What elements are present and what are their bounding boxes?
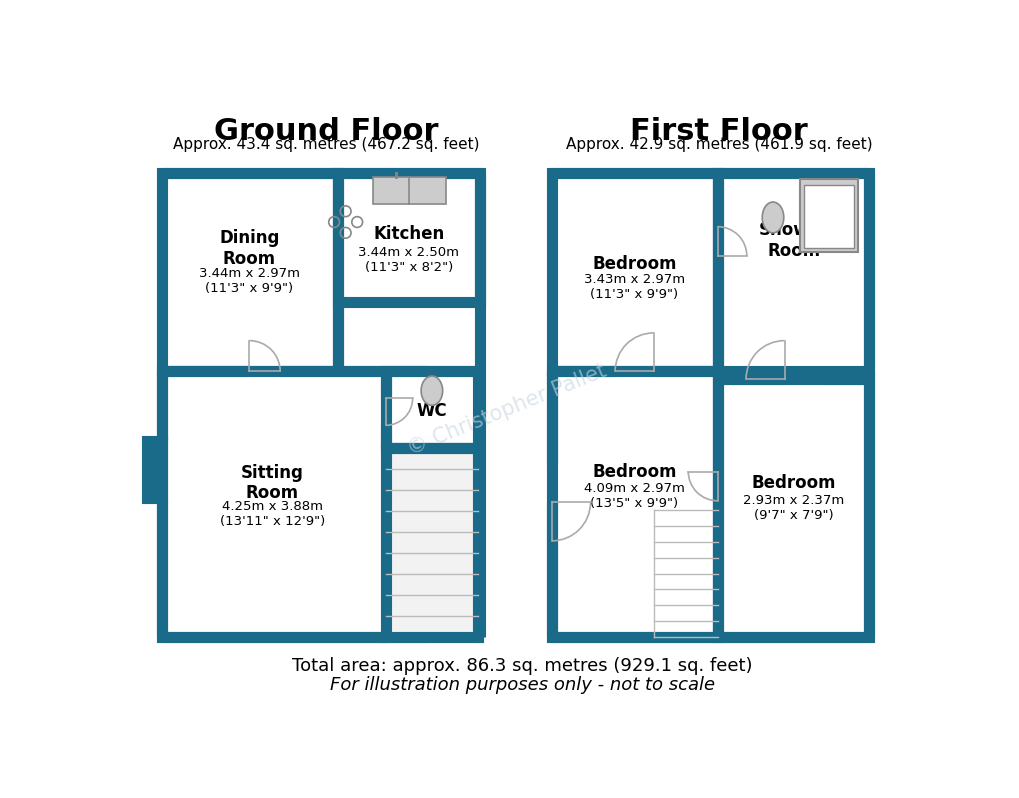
- Bar: [799, 179, 857, 252]
- Text: Dining
Room: Dining Room: [219, 229, 279, 267]
- Text: © Christopher Pallet: © Christopher Pallet: [405, 361, 609, 459]
- Bar: [551, 371, 716, 637]
- Text: Ground Floor: Ground Floor: [214, 117, 438, 146]
- Text: WC: WC: [416, 402, 446, 421]
- Ellipse shape: [761, 202, 783, 233]
- Bar: [385, 448, 478, 637]
- Bar: [162, 371, 422, 637]
- Ellipse shape: [421, 376, 442, 405]
- Text: 3.44m x 2.50m
(11'3" x 8'2"): 3.44m x 2.50m (11'3" x 8'2"): [358, 246, 459, 274]
- Text: Bedroom: Bedroom: [592, 463, 676, 480]
- Bar: [385, 371, 478, 448]
- Bar: [372, 177, 445, 203]
- Text: Kitchen: Kitchen: [373, 225, 444, 243]
- Bar: [162, 172, 337, 371]
- Bar: [803, 185, 853, 248]
- Text: 4.09m x 2.97m
(13'5" x 9'9"): 4.09m x 2.97m (13'5" x 9'9"): [584, 482, 684, 510]
- Text: First Floor: First Floor: [630, 117, 807, 146]
- Text: 2.93m x 2.37m
(9'7" x 7'9"): 2.93m x 2.37m (9'7" x 7'9"): [743, 494, 844, 522]
- Text: 4.25m x 3.88m
(13'11" x 12'9"): 4.25m x 3.88m (13'11" x 12'9"): [220, 500, 325, 527]
- Text: 3.43m x 2.97m
(11'3" x 9'9"): 3.43m x 2.97m (11'3" x 9'9"): [583, 273, 685, 301]
- Bar: [147, 440, 162, 499]
- Bar: [337, 172, 480, 302]
- Bar: [716, 379, 868, 637]
- Text: Sitting
Room: Sitting Room: [240, 464, 304, 503]
- Text: For illustration purposes only - not to scale: For illustration purposes only - not to …: [330, 676, 714, 693]
- Text: Bedroom: Bedroom: [592, 255, 676, 273]
- Bar: [716, 172, 868, 371]
- Text: Approx. 43.4 sq. metres (467.2 sq. feet): Approx. 43.4 sq. metres (467.2 sq. feet): [173, 136, 479, 152]
- Text: Total area: approx. 86.3 sq. metres (929.1 sq. feet): Total area: approx. 86.3 sq. metres (929…: [292, 657, 752, 674]
- Text: 3.44m x 2.97m
(11'3" x 9'9"): 3.44m x 2.97m (11'3" x 9'9"): [199, 267, 300, 294]
- Text: Bedroom: Bedroom: [751, 474, 836, 492]
- Bar: [551, 172, 716, 371]
- Text: Shower
Room: Shower Room: [758, 221, 828, 260]
- Text: Approx. 42.9 sq. metres (461.9 sq. feet): Approx. 42.9 sq. metres (461.9 sq. feet): [566, 136, 871, 152]
